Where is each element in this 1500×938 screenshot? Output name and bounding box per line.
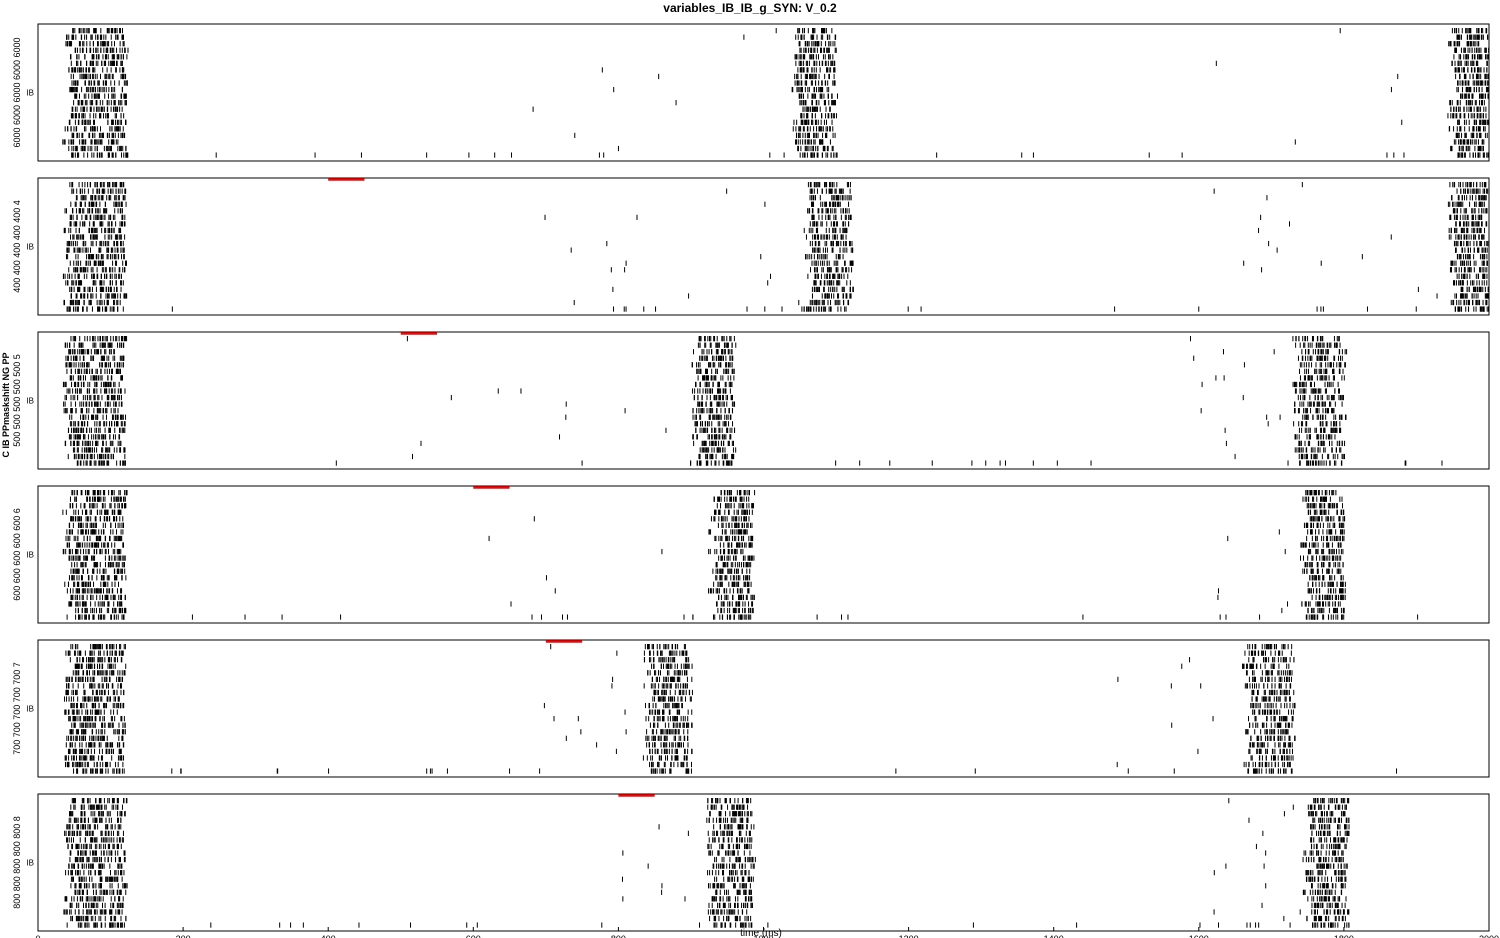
spike-group <box>62 336 1443 466</box>
panel-frame <box>37 177 1490 316</box>
raster-panel: IB 500 500 500 500 500 5 <box>12 331 1490 470</box>
raster-panel: IB 6000 6000 6000 6000 6000 <box>12 23 1490 162</box>
panel-frame <box>37 331 1490 470</box>
panels-layer: IB 6000 6000 6000 6000 6000 IB 400 400 400 … <box>12 23 1490 932</box>
raster-panel: IB 400 400 400 400 400 4 <box>12 177 1490 316</box>
panel-frame <box>37 23 1490 162</box>
panel-ylabel: IB <box>26 89 34 98</box>
panel-side-label: 6000 6000 6000 6000 6000 <box>12 37 22 147</box>
spike-group <box>62 28 1490 158</box>
panel-side-label: 500 500 500 500 500 5 <box>12 354 22 447</box>
spike-group <box>62 182 1490 312</box>
panel-ylabel: IB <box>26 243 34 252</box>
figure-title: variables_IB_IB_g_SYN: V_0.2 <box>0 1 1500 15</box>
panel-ylabel: IB <box>26 397 34 406</box>
panel-side-label: 400 400 400 400 400 4 <box>12 200 22 293</box>
